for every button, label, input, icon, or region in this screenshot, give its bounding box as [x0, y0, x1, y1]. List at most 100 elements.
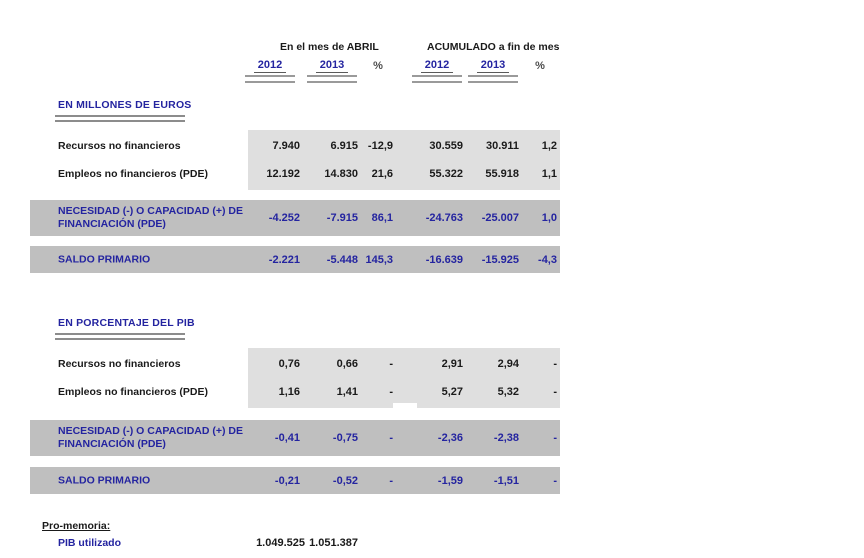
band-label-line1: NECESIDAD (-) O CAPACIDAD (+) DE — [58, 205, 244, 217]
cell-value: -15.925 — [481, 253, 519, 266]
cell-value: 1,2 — [541, 140, 557, 152]
year-label: 2013 — [476, 59, 510, 73]
band-label-line1: SALDO PRIMARIO — [58, 253, 151, 265]
cell-value: -0,41 — [274, 432, 300, 444]
year-label: 2012 — [420, 59, 454, 73]
row-label: Recursos no financieros — [58, 358, 181, 370]
cell-value: 21,6 — [371, 168, 393, 180]
cell-value: 0,66 — [336, 358, 358, 370]
band-label: NECESIDAD (-) O CAPACIDAD (+) DE FINANCI… — [58, 425, 243, 451]
cell-value: 30.559 — [429, 140, 463, 152]
cell-value: -2,38 — [493, 432, 519, 444]
cell-value: 1,16 — [278, 386, 300, 398]
section-heading-porcentaje: EN PORCENTAJE DEL PIB — [58, 317, 195, 329]
cell-value: 30.911 — [485, 140, 519, 152]
cell-value: - — [389, 358, 393, 370]
cell-value: - — [389, 474, 393, 487]
promemoria-label: Pro-memoria: — [42, 520, 111, 532]
cell-value: -16.639 — [425, 253, 463, 266]
row-label: Empleos no financieros (PDE) — [58, 386, 208, 398]
highlight-band — [30, 467, 560, 494]
cell-value: -2.221 — [268, 253, 300, 266]
box-notch — [393, 403, 417, 409]
band-label-line1: NECESIDAD (-) O CAPACIDAD (+) DE — [58, 425, 244, 437]
cell-value: -2,36 — [437, 432, 463, 444]
section-heading-rule — [55, 115, 185, 122]
cell-value: - — [389, 432, 393, 444]
cell-value: 7.940 — [272, 140, 300, 152]
band-label-line1: SALDO PRIMARIO — [58, 474, 151, 486]
cell-value: 14.830 — [324, 168, 358, 180]
highlight-band — [30, 420, 560, 456]
band-label-line2: FINANCIACIÓN (PDE) — [58, 438, 166, 450]
row-label: PIB utilizado — [58, 537, 121, 549]
table-row-necesidad-pib: NECESIDAD (-) O CAPACIDAD (+) DE FINANCI… — [0, 420, 864, 456]
cell-value: 55.322 — [429, 168, 463, 180]
cell-value: 86,1 — [371, 212, 393, 224]
cell-value: - — [553, 358, 557, 370]
double-underline — [412, 75, 462, 83]
section-heading-rule — [55, 333, 185, 340]
band-label: SALDO PRIMARIO — [58, 253, 150, 266]
row-label: Empleos no financieros (PDE) — [58, 168, 208, 180]
cell-value: -25.007 — [481, 212, 519, 224]
cell-value: 55.918 — [485, 168, 519, 180]
cell-value: -0,21 — [274, 474, 300, 487]
cell-value: 1,41 — [336, 386, 358, 398]
data-zone-background — [248, 348, 560, 408]
cell-value: 5,27 — [441, 386, 463, 398]
table-row-necesidad-millones: NECESIDAD (-) O CAPACIDAD (+) DE FINANCI… — [0, 200, 864, 236]
cell-value: 5,32 — [497, 386, 519, 398]
year-label: 2013 — [315, 59, 349, 73]
column-group-month: En el mes de ABRIL — [280, 41, 379, 53]
cell-value: -12,9 — [367, 140, 393, 152]
cell-value: 6.915 — [330, 140, 358, 152]
cell-value: 2,94 — [497, 358, 519, 370]
cell-value: -1,51 — [493, 474, 519, 487]
band-label: SALDO PRIMARIO — [58, 474, 150, 487]
cell-value: - — [553, 386, 557, 398]
highlight-band — [30, 246, 560, 273]
cell-value: -4,3 — [538, 253, 557, 266]
cell-value: 2,91 — [441, 358, 463, 370]
double-underline — [307, 75, 357, 83]
cell-value: - — [553, 474, 557, 487]
cell-value: 1.051.387 — [309, 537, 358, 549]
cell-value: - — [389, 386, 393, 398]
table-row-empleos-millones: Empleos no financieros (PDE) 12.192 14.8… — [0, 168, 864, 182]
cell-value: -0,52 — [332, 474, 358, 487]
cell-value: 1.049.525 — [256, 537, 305, 549]
cell-value: -7.915 — [326, 212, 358, 224]
double-underline — [245, 75, 295, 83]
col-header-month-2012: 2012 — [245, 59, 295, 83]
cell-value: -5.448 — [326, 253, 358, 266]
year-label: 2012 — [253, 59, 287, 73]
band-label: NECESIDAD (-) O CAPACIDAD (+) DE FINANCI… — [58, 205, 243, 231]
table-row-pib-utilizado: PIB utilizado 1.049.525 1.051.387 — [0, 537, 864, 551]
cell-value: 1,0 — [541, 212, 557, 224]
table-row-saldo-millones: SALDO PRIMARIO -2.221 -5.448 145,3 -16.6… — [0, 246, 864, 273]
cell-value: 12.192 — [266, 168, 300, 180]
double-underline — [468, 75, 518, 83]
highlight-band — [30, 200, 560, 236]
cell-value: -0,75 — [332, 432, 358, 444]
section-heading-millones: EN MILLONES DE EUROS — [58, 99, 192, 111]
cell-value: -24.763 — [425, 212, 463, 224]
table-row-empleos-pib: Empleos no financieros (PDE) 1,16 1,41 -… — [0, 386, 864, 400]
cell-value: 1,1 — [541, 168, 557, 180]
band-label-line2: FINANCIACIÓN (PDE) — [58, 218, 166, 230]
column-group-accumulated: ACUMULADO a fin de mes — [427, 41, 560, 53]
col-header-accum-pct: % — [535, 60, 545, 72]
cell-value: -4.252 — [268, 212, 300, 224]
cell-value: -1,59 — [437, 474, 463, 487]
cell-value: - — [553, 432, 557, 444]
cell-value: 0,76 — [278, 358, 300, 370]
table-row-recursos-millones: Recursos no financieros 7.940 6.915 -12,… — [0, 140, 864, 154]
data-zone-background — [248, 130, 560, 190]
row-label: Recursos no financieros — [58, 140, 181, 152]
table-row-recursos-pib: Recursos no financieros 0,76 0,66 - 2,91… — [0, 358, 864, 372]
col-header-accum-2012: 2012 — [412, 59, 462, 83]
table-row-saldo-pib: SALDO PRIMARIO -0,21 -0,52 - -1,59 -1,51… — [0, 467, 864, 494]
col-header-month-pct: % — [373, 60, 383, 72]
